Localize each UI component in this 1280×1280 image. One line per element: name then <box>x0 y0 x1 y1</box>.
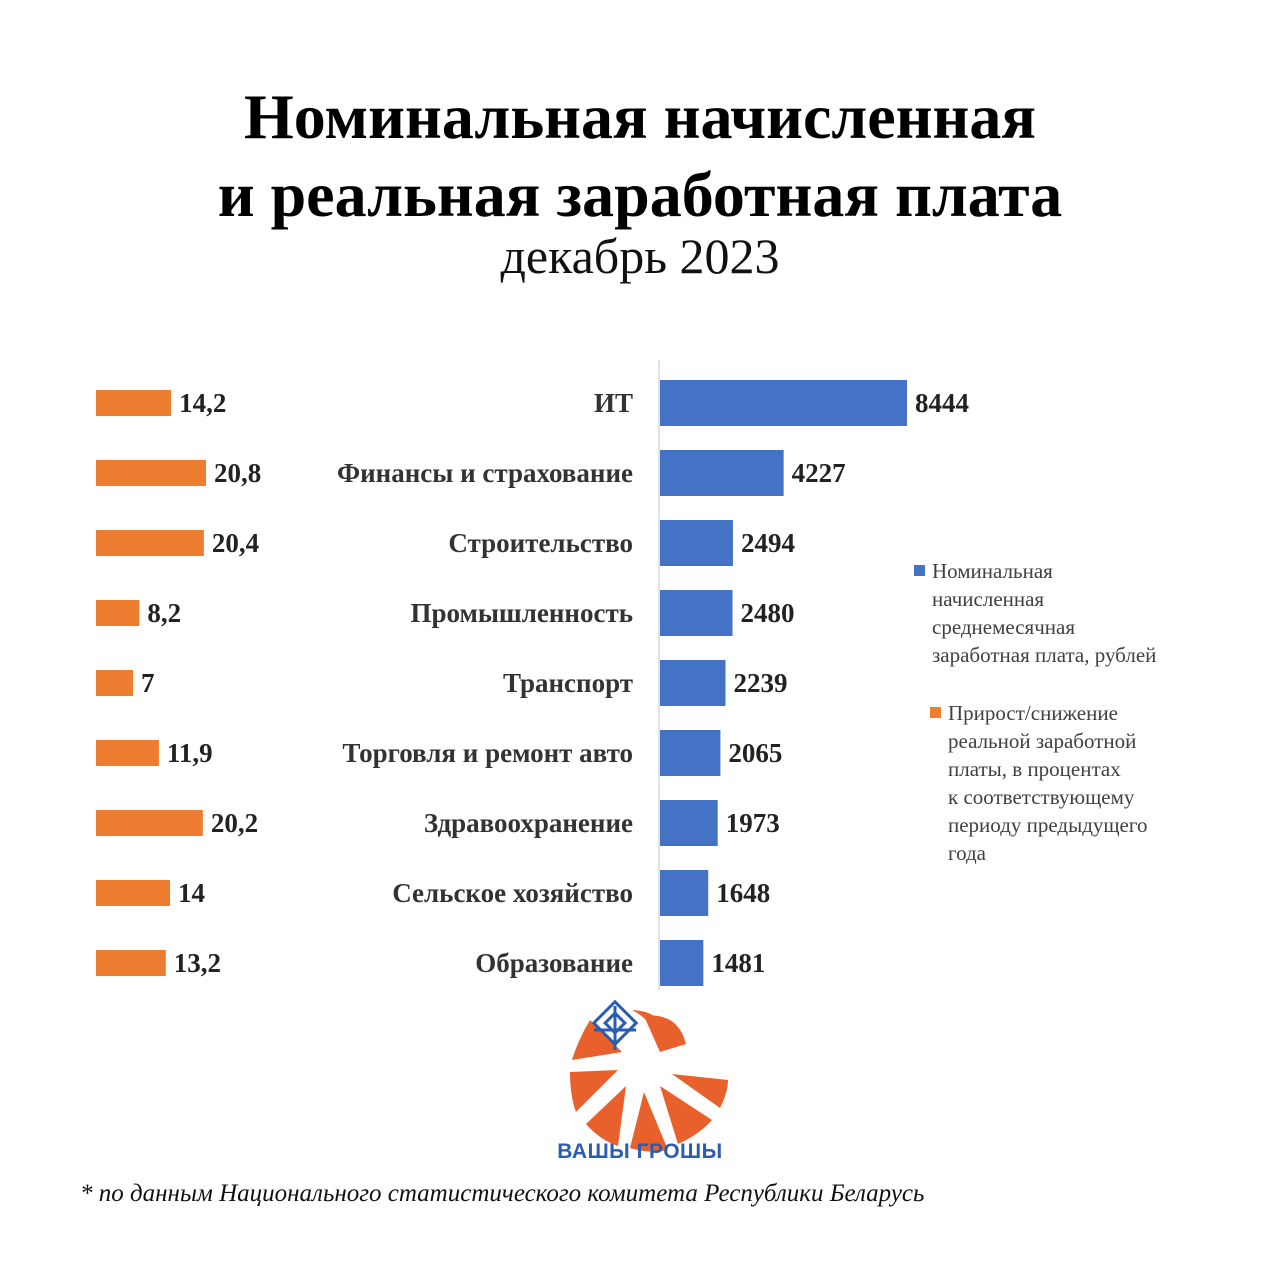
logo-petal <box>644 1015 686 1052</box>
nominal-data-label: 8444 <box>915 388 969 418</box>
real-growth-bar <box>96 950 166 976</box>
real-growth-bar <box>96 460 206 486</box>
legend-real-swatch <box>930 707 941 718</box>
category-label: Здравоохранение <box>424 808 633 838</box>
logo-petal <box>630 1092 668 1152</box>
legend-real-line: реальной заработной <box>948 729 1137 753</box>
nominal-data-label: 2480 <box>741 598 795 628</box>
real-growth-data-label: 14,2 <box>179 388 226 418</box>
page-subtitle: декабрь 2023 <box>500 228 780 284</box>
real-growth-data-label: 20,2 <box>211 808 258 838</box>
logo-petal <box>660 1086 712 1144</box>
legend-real-line: года <box>948 841 986 865</box>
real-growth-bar <box>96 530 204 556</box>
logo-ornament <box>591 1000 639 1050</box>
real-growth-data-label: 14 <box>178 878 205 908</box>
real-growth-bar <box>96 390 172 416</box>
logo-petal <box>672 1074 728 1108</box>
legend-nominal-line: среднемесячная <box>932 615 1076 639</box>
footnote: * по данным Национального статистическог… <box>80 1180 925 1207</box>
category-label: Сельское хозяйство <box>392 878 633 908</box>
legend-real-line: к соответствующему <box>948 785 1135 809</box>
nominal-bar <box>660 870 709 916</box>
nominal-bar <box>660 520 733 566</box>
nominal-bar <box>660 590 733 636</box>
title-line-2: и реальная заработная плата <box>217 159 1063 230</box>
salary-chart: 8444 ИТ 14,2 4227 Финансы и страхование 20,8 2… <box>96 360 969 990</box>
legend-real-line: Прирост/снижение <box>948 701 1118 725</box>
nominal-bar <box>660 450 784 496</box>
logo-petal <box>572 1020 622 1060</box>
vashy-groshy-logo <box>570 1000 728 1152</box>
real-growth-bar <box>96 600 140 626</box>
logo-petal <box>586 1086 626 1146</box>
nominal-data-label: 2239 <box>733 668 787 698</box>
legend-nominal-swatch <box>914 565 925 576</box>
legend-real-line: платы, в процентах <box>948 757 1121 781</box>
real-growth-data-label: 7 <box>141 668 155 698</box>
category-label: Промышленность <box>410 598 633 628</box>
nominal-data-label: 1481 <box>711 948 765 978</box>
nominal-bar <box>660 380 907 426</box>
real-growth-data-label: 20,8 <box>214 458 261 488</box>
logo-brand-text: ВАШЫ ГРОШЫ <box>557 1140 723 1163</box>
real-growth-data-label: 20,4 <box>212 528 259 558</box>
legend-nominal-line: заработная плата, рублей <box>932 643 1157 667</box>
category-label: Транспорт <box>503 668 633 698</box>
nominal-bar <box>660 730 721 776</box>
logo-petal <box>570 1070 618 1112</box>
category-label: Торговля и ремонт авто <box>342 738 633 768</box>
legend-nominal: Номинальная начисленная среднемесячная з… <box>914 557 1214 669</box>
legend-nominal-line: начисленная <box>932 587 1045 611</box>
nominal-data-label: 1973 <box>726 808 780 838</box>
real-growth-data-label: 13,2 <box>174 948 221 978</box>
page-title: Номинальная начисленная и реальная зараб… <box>0 78 1280 234</box>
category-label: Строительство <box>448 528 633 558</box>
title-line-1: Номинальная начисленная <box>243 81 1037 152</box>
real-growth-bar <box>96 880 171 906</box>
category-label: Образование <box>475 948 633 978</box>
real-growth-data-label: 8,2 <box>147 598 181 628</box>
nominal-bar <box>660 660 726 706</box>
legend-real-line: периоду предыдущего <box>948 813 1148 837</box>
nominal-data-label: 2065 <box>728 738 782 768</box>
nominal-bar <box>660 940 704 986</box>
real-growth-bar <box>96 670 134 696</box>
nominal-data-label: 1648 <box>716 878 770 908</box>
legend-nominal-line: Номинальная <box>932 559 1053 583</box>
category-label: ИТ <box>594 388 633 418</box>
real-growth-bar <box>96 810 203 836</box>
real-growth-bar <box>96 740 159 766</box>
nominal-data-label: 2494 <box>741 528 795 558</box>
category-label: Финансы и страхование <box>337 458 633 488</box>
nominal-data-label: 4227 <box>792 458 846 488</box>
nominal-bar <box>660 800 718 846</box>
legend-real: Прирост/снижение реальной заработной пла… <box>914 699 1214 867</box>
real-growth-data-label: 11,9 <box>167 738 213 768</box>
